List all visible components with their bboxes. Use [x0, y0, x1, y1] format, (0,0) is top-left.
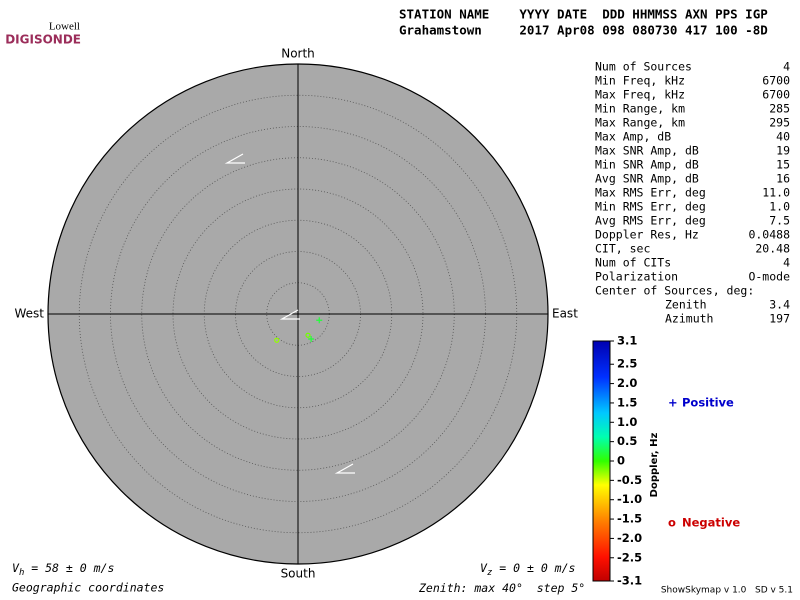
vh-text: Vh = 58 ± 0 m/s	[12, 561, 114, 578]
drift-glyph	[279, 309, 300, 320]
center-title: Center of Sources, deg:	[595, 284, 754, 298]
compass-north: North	[281, 47, 315, 61]
vz-symbol: V	[480, 561, 488, 575]
center-label: Azimuth	[665, 312, 713, 326]
coords-label: Geographic coordinates	[12, 581, 164, 595]
zenith-info: Zenith: max 40° step 5°	[418, 581, 585, 595]
stat-label: Min Range, km	[595, 102, 685, 116]
legend-name: Negative	[682, 516, 740, 530]
logo-top: Lowell	[49, 21, 80, 33]
stat-value: 19	[776, 144, 790, 158]
source-positive	[316, 317, 323, 324]
colorbar-tick-label: -3.1	[617, 574, 642, 588]
stat-value: 1.0	[769, 200, 790, 214]
stat-label: CIT, sec	[595, 242, 650, 256]
colorbar-tick-label: 0	[617, 454, 625, 468]
vh-symbol: V	[12, 561, 20, 575]
logo-bottom: DIGISONDE	[5, 33, 81, 47]
colorbar-tick-label: 1.5	[617, 395, 637, 409]
legend-marker: +	[668, 396, 678, 410]
source-positive	[308, 336, 315, 342]
stat-value: 4	[783, 60, 790, 74]
vh-sub: h	[19, 568, 24, 578]
compass-west: West	[14, 307, 44, 321]
compass-south: South	[281, 567, 316, 581]
center-label: Zenith	[665, 298, 707, 312]
colorbar-tick-label: -1.5	[617, 512, 642, 526]
stat-label: Max Range, km	[595, 116, 685, 130]
legend-name: Positive	[682, 396, 734, 410]
center-value: 3.4	[769, 298, 790, 312]
stat-value: 7.5	[769, 214, 790, 228]
zenith-prefix: Zenith: max	[418, 581, 502, 595]
vz-value: = 0 ± 0 m/s	[492, 561, 575, 575]
stat-label: Min Freq, kHz	[595, 74, 685, 88]
stat-value: 6700	[762, 88, 790, 102]
vz-sub: z	[487, 568, 492, 578]
stats-panel: Num of Sources 4 Min Freq, kHz 6700 Max Freq…	[595, 60, 790, 326]
credits: ShowSkymap v 1.0 SD v 5.1	[661, 586, 793, 596]
stat-value: 285	[769, 102, 790, 116]
stat-label: Max Amp, dB	[595, 130, 671, 144]
header-values: Grahamstown 2017 Apr08 098 080730 417 10…	[399, 23, 768, 38]
source-negative	[305, 332, 311, 338]
stat-label: Num of Sources	[595, 60, 692, 74]
colorbar-gradient	[592, 340, 611, 582]
stat-label: Max SNR Amp, dB	[595, 144, 699, 158]
stat-value: 15	[776, 158, 790, 172]
colorbar-tick-label: 3.1	[617, 334, 637, 348]
stat-label: Min SNR Amp, dB	[595, 158, 699, 172]
colorbar-tick-label: -2.5	[617, 550, 642, 564]
stat-value: 40	[776, 130, 790, 144]
stat-label: Avg RMS Err, deg	[595, 214, 706, 228]
stat-value: 0.0488	[748, 228, 790, 242]
drift-glyph	[224, 153, 245, 164]
stat-value: 20.48	[755, 242, 790, 256]
stat-value: 16	[776, 172, 790, 186]
stat-value: 4	[783, 256, 790, 270]
compass-east: East	[552, 307, 578, 321]
colorbar-tick-label: 0.5	[617, 434, 637, 448]
vh-value: = 58 ± 0 m/s	[24, 561, 114, 575]
plot: North South East West	[14, 47, 578, 581]
colorbar-tick-label: 1.0	[617, 415, 637, 429]
vz-text: Vz = 0 ± 0 m/s	[480, 561, 576, 578]
colorbar-tick-label: -2.0	[617, 531, 642, 545]
zenith-max: 40°	[502, 581, 523, 595]
header-labels: STATION NAME YYYY DATE DDD HHMMSS AXN PP…	[399, 7, 768, 22]
stat-value: 6700	[762, 74, 790, 88]
colorbar-tick-label: -0.5	[617, 473, 642, 487]
colorbar-tick-label: -1.0	[617, 492, 642, 506]
stat-label: Max Freq, kHz	[595, 88, 685, 102]
center-value: 197	[769, 312, 790, 326]
stat-value: 295	[769, 116, 790, 130]
stat-label: Avg SNR Amp, dB	[595, 172, 699, 186]
stat-label: Num of CITs	[595, 256, 671, 270]
stat-label: Doppler Res, Hz	[595, 228, 699, 242]
legend-marker: o	[668, 516, 676, 530]
stat-label: Min RMS Err, deg	[595, 200, 706, 214]
drift-glyph	[334, 463, 355, 474]
stat-value: 11.0	[762, 186, 790, 200]
colorbar: 3.1 2.5 2.0 1.5 1.0 0.5 0 -0.5 -1.0 -1.5 -2.0 -2.5 -…	[592, 334, 740, 588]
colorbar-label: Doppler, Hz	[649, 433, 660, 498]
colorbar-tick-label: 2.5	[617, 357, 637, 371]
source-negative	[274, 337, 280, 343]
zenith-step: 5°	[571, 581, 585, 595]
zenith-step-prefix: step	[523, 581, 571, 595]
logo: Lowell DIGISONDE	[5, 14, 81, 47]
stat-label: Polarization	[595, 270, 678, 284]
stat-value: O-mode	[748, 270, 790, 284]
colorbar-tick-label: 2.0	[617, 376, 637, 390]
stat-label: Max RMS Err, deg	[595, 186, 706, 200]
